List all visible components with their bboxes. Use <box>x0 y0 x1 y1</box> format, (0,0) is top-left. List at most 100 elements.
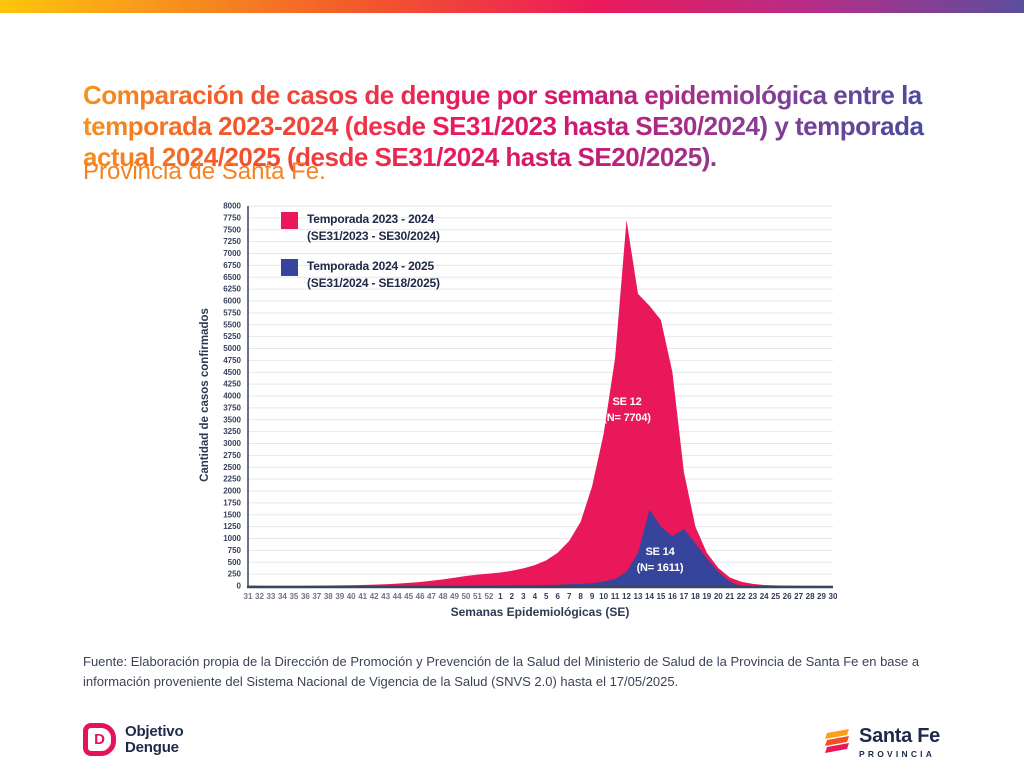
y-tick-label: 250 <box>228 570 242 579</box>
x-tick-label: 18 <box>691 592 700 601</box>
y-tick-label: 8000 <box>223 202 241 211</box>
y-tick-label: 5750 <box>223 308 241 317</box>
x-tick-label: 35 <box>289 592 298 601</box>
page-title: Comparación de casos de dengue por seman… <box>83 80 955 173</box>
x-tick-label: 33 <box>266 592 275 601</box>
y-tick-label: 3250 <box>223 427 241 436</box>
x-axis-title: Semanas Epidemiológicas (SE) <box>450 605 630 619</box>
legend-series-name: Temporada 2023 - 2024 <box>307 212 434 226</box>
x-tick-label: 30 <box>829 592 838 601</box>
y-tick-label: 7000 <box>223 249 241 258</box>
x-tick-label: 29 <box>817 592 826 601</box>
y-tick-label: 1750 <box>223 498 241 507</box>
x-tick-label: 10 <box>599 592 608 601</box>
x-tick-label: 52 <box>484 592 493 601</box>
legend-swatch-2024-2025 <box>281 259 298 276</box>
x-tick-label: 31 <box>244 592 253 601</box>
y-tick-label: 5250 <box>223 332 241 341</box>
peak-annotation-se12: SE 12 (N= 7704) <box>603 396 651 424</box>
legend-label-2023-2024: Temporada 2023 - 2024 (SE31/2023 - SE30/… <box>307 211 440 245</box>
x-tick-label: 23 <box>748 592 757 601</box>
x-tick-label: 51 <box>473 592 482 601</box>
y-tick-label: 7750 <box>223 213 241 222</box>
x-tick-label: 19 <box>702 592 711 601</box>
x-tick-label: 15 <box>656 592 665 601</box>
x-tick-label: 8 <box>578 592 583 601</box>
x-tick-label: 20 <box>714 592 723 601</box>
x-tick-label: 21 <box>725 592 734 601</box>
x-tick-label: 42 <box>370 592 379 601</box>
legend-item-2024-2025: Temporada 2024 - 2025 (SE31/2024 - SE18/… <box>281 258 440 292</box>
y-tick-label: 4250 <box>223 380 241 389</box>
y-tick-label: 5000 <box>223 344 241 353</box>
x-tick-label: 50 <box>461 592 470 601</box>
y-tick-label: 5500 <box>223 320 241 329</box>
y-tick-label: 6750 <box>223 261 241 270</box>
x-tick-label: 11 <box>611 592 620 601</box>
y-tick-label: 4000 <box>223 392 241 401</box>
x-tick-label: 38 <box>324 592 333 601</box>
y-tick-label: 6250 <box>223 285 241 294</box>
x-tick-label: 39 <box>335 592 344 601</box>
y-tick-label: 3500 <box>223 415 241 424</box>
x-tick-label: 7 <box>567 592 572 601</box>
santa-fe-stripes-icon <box>825 729 850 753</box>
legend-series-range: (SE31/2024 - SE18/2025) <box>307 276 440 290</box>
x-tick-label: 9 <box>590 592 595 601</box>
x-tick-label: 25 <box>771 592 780 601</box>
y-tick-label: 1250 <box>223 522 241 531</box>
y-tick-label: 2750 <box>223 451 241 460</box>
y-tick-label: 3750 <box>223 403 241 412</box>
x-tick-label: 32 <box>255 592 264 601</box>
x-tick-label: 46 <box>416 592 425 601</box>
x-tick-label: 49 <box>450 592 459 601</box>
y-tick-label: 6500 <box>223 273 241 282</box>
legend-item-2023-2024: Temporada 2023 - 2024 (SE31/2023 - SE30/… <box>281 211 440 245</box>
y-tick-label: 4750 <box>223 356 241 365</box>
x-tick-label: 12 <box>622 592 631 601</box>
x-tick-label: 45 <box>404 592 413 601</box>
objetivo-dengue-wordmark: Objetivo Dengue <box>125 722 184 756</box>
x-tick-label: 1 <box>498 592 503 601</box>
x-tick-label: 3 <box>521 592 526 601</box>
top-gradient-bar <box>0 0 1024 13</box>
x-tick-label: 4 <box>533 592 538 601</box>
x-tick-label: 13 <box>634 592 643 601</box>
y-tick-label: 7500 <box>223 225 241 234</box>
x-tick-label: 41 <box>358 592 367 601</box>
x-tick-label: 2 <box>510 592 515 601</box>
y-tick-label: 1000 <box>223 534 241 543</box>
x-tick-label: 47 <box>427 592 436 601</box>
x-tick-label: 27 <box>794 592 803 601</box>
y-tick-label: 2250 <box>223 475 241 484</box>
x-tick-label: 34 <box>278 592 287 601</box>
page-subtitle: Provincia de Santa Fe. <box>83 158 326 185</box>
source-note: Fuente: Elaboración propia de la Direcci… <box>83 654 920 689</box>
x-tick-label: 43 <box>381 592 390 601</box>
x-tick-label: 5 <box>544 592 549 601</box>
y-axis-title: Cantidad de casos confirmados <box>199 308 211 482</box>
y-tick-label: 0 <box>237 582 242 591</box>
x-tick-label: 6 <box>555 592 560 601</box>
x-tick-label: 37 <box>312 592 321 601</box>
y-tick-label: 4500 <box>223 368 241 377</box>
x-tick-label: 24 <box>760 592 769 601</box>
y-tick-label: 1500 <box>223 510 241 519</box>
y-tick-label: 6000 <box>223 297 241 306</box>
area-series-0 <box>248 220 833 586</box>
y-tick-label: 2000 <box>223 487 241 496</box>
x-tick-label: 17 <box>679 592 688 601</box>
chart-legend: Temporada 2023 - 2024 (SE31/2023 - SE30/… <box>281 211 440 305</box>
y-tick-label: 2500 <box>223 463 241 472</box>
dengue-d-icon: D <box>83 723 116 756</box>
x-tick-label: 36 <box>301 592 310 601</box>
x-tick-label: 48 <box>439 592 448 601</box>
peak-annotation-se14: SE 14 (N= 1611) <box>636 546 684 574</box>
y-tick-label: 3000 <box>223 439 241 448</box>
y-tick-label: 7250 <box>223 237 241 246</box>
x-tick-label: 22 <box>737 592 746 601</box>
y-tick-label: 500 <box>228 558 242 567</box>
